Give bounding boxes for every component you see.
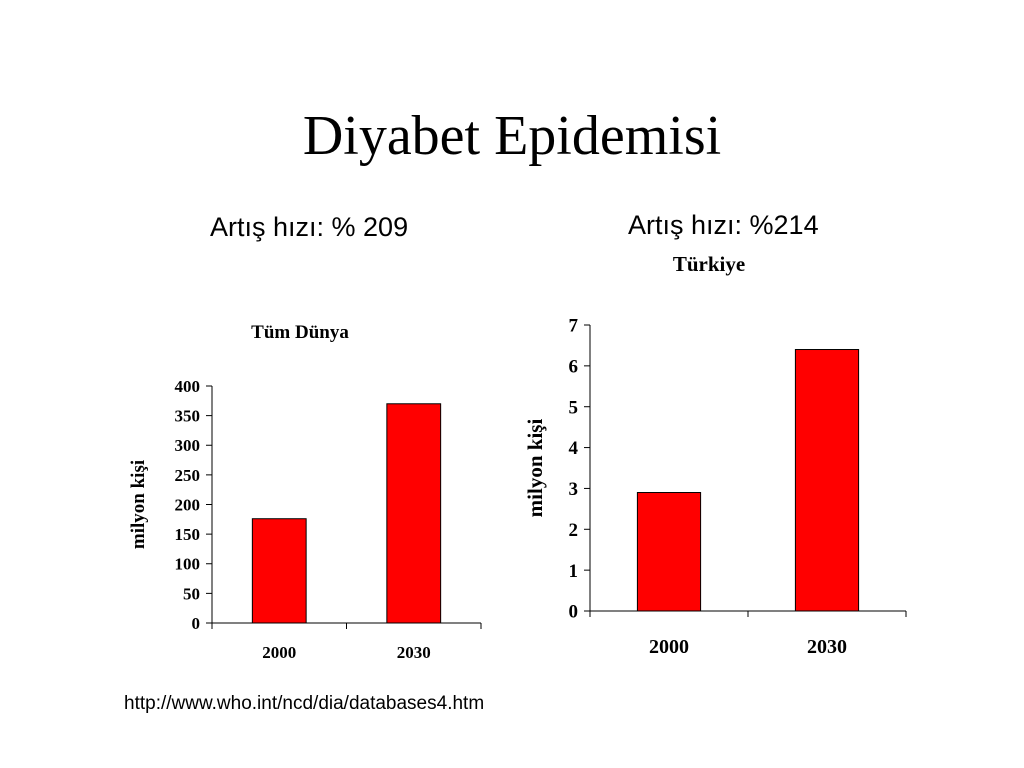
x-category-label: 2030 (397, 643, 431, 662)
y-tick-label: 6 (569, 357, 579, 378)
y-tick-label: 350 (175, 407, 201, 426)
chart-title: Türkiye (673, 252, 745, 276)
y-tick-label: 150 (175, 525, 201, 544)
y-axis-label: milyon kişi (128, 460, 149, 549)
source-url: http://www.who.int/ncd/dia/databases4.ht… (124, 693, 485, 714)
y-tick-label: 100 (175, 555, 201, 574)
y-tick-label: 2 (569, 520, 579, 541)
y-tick-label: 1 (569, 561, 579, 582)
bar-2000 (636, 492, 702, 612)
y-tick-label: 0 (192, 614, 201, 633)
x-category-label: 2000 (262, 643, 296, 662)
bar-2030 (386, 403, 442, 624)
y-tick-label: 250 (175, 466, 201, 485)
y-tick-label: 200 (175, 495, 201, 514)
chart-title: Tüm Dünya (251, 322, 349, 343)
y-tick-label: 5 (569, 397, 579, 418)
chart-turkey: Türkiye milyon kişi 0 1 2 3 4 5 6 7 2000 2030 (523, 252, 907, 658)
y-tick-label: 0 (569, 602, 579, 623)
bar-2000 (251, 518, 307, 624)
y-tick-label: 7 (569, 316, 579, 337)
y-axis-label: milyon kişi (523, 419, 547, 518)
x-category-label: 2000 (649, 636, 689, 658)
x-category-label: 2030 (807, 636, 847, 658)
y-tick-label: 50 (183, 584, 200, 603)
bar-2030 (794, 349, 860, 612)
y-tick-label: 300 (175, 436, 201, 455)
slide-title: Diyabet Epidemisi (302, 105, 722, 167)
growth-rate-world: Artış hızı: % 209 (210, 212, 409, 242)
chart-world: Tüm Dünya milyon kişi 0 50 100 150 200 250 300 35… (128, 322, 482, 662)
growth-rate-turkey: Artış hızı: %214 (628, 210, 819, 240)
y-tick-label: 400 (175, 377, 201, 396)
y-tick-label: 3 (569, 479, 579, 500)
y-tick-label: 4 (569, 438, 579, 459)
